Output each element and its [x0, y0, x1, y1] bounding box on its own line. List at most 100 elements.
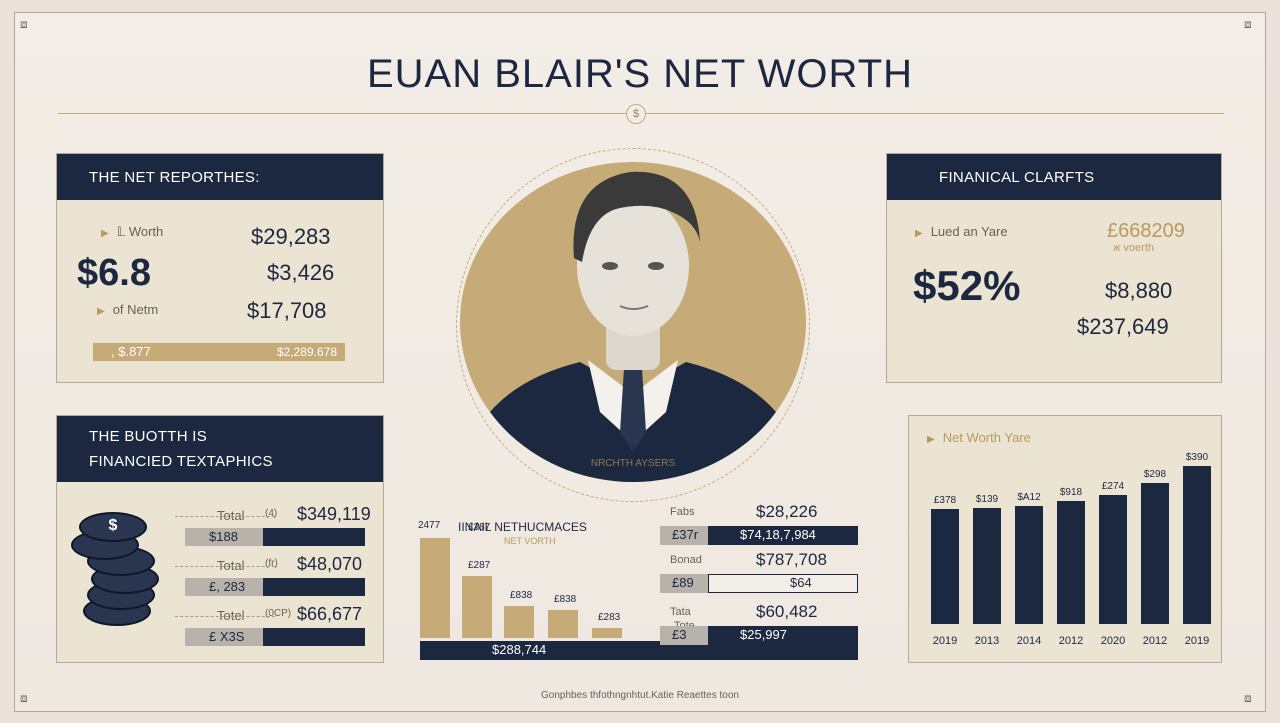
- row-value: $349,119: [297, 504, 371, 524]
- chart-value-label: $139: [976, 494, 999, 505]
- chart-category-label: 2020: [1101, 635, 1125, 647]
- panel-header: THE BUOTTH IS FINANCIED TEXTAPHICS: [57, 416, 383, 482]
- row-strip: $188: [185, 528, 365, 546]
- table-row-value: $28,226: [756, 502, 818, 521]
- bars-top-label: 2477: [418, 520, 441, 531]
- corner-ornament-icon: ⧈: [1244, 17, 1252, 31]
- footer-note: Gonphbes thfothngnhtut.Katie Reaettes to…: [541, 690, 739, 701]
- chart-value-label: $918: [1060, 487, 1083, 498]
- row-strip-dark: [263, 528, 365, 546]
- bars-subtitle: NET VORTH: [504, 536, 556, 546]
- triangle-bullet-icon: ▶: [97, 306, 105, 317]
- row-strip: £, 283: [185, 578, 365, 596]
- chart-bar: [1183, 466, 1211, 624]
- row-leader-line: [175, 516, 275, 517]
- row-strip: £ X3S: [185, 628, 365, 646]
- row-strip-light: [185, 628, 263, 646]
- net-worth-chart-panel: ▶ Net Worth Yare £378 2019 $139 2013 $A12 2014…: [908, 415, 1222, 663]
- corner-ornament-icon: ⧈: [1244, 691, 1252, 705]
- table-row-label: Fabs: [670, 506, 695, 518]
- stat-value: $3,426: [267, 260, 335, 285]
- chart-category-label: 2012: [1059, 635, 1083, 647]
- stat-value: £668209: [1107, 220, 1185, 242]
- row-strip-light: [185, 528, 263, 546]
- financial-charts-panel: FINANICAL CLARFTS ▶ Lued an Yare £668209 …: [886, 153, 1222, 383]
- caption-subtitle: NRCHTH AYSERS: [590, 458, 676, 469]
- panel-header: FINANICAL CLARFTS: [887, 154, 1221, 200]
- chart-value-label: $298: [1144, 469, 1167, 480]
- portrait-background: [460, 162, 806, 482]
- table-strip-dark: [708, 526, 858, 545]
- headline-value: $52%: [913, 262, 1021, 309]
- stat-value: $17,708: [247, 298, 327, 323]
- center-bar: [548, 610, 578, 638]
- net-worth-bar-chart: £378 2019 $139 2013 $A12 2014 $918 2012 £274 2020…: [931, 452, 1211, 647]
- chart-category-label: 2019: [933, 635, 957, 647]
- net-worth-bars: 2477 IINAIL NETHUCMACES NET VORTH £287 £…: [416, 512, 656, 660]
- chart-category-label: 2019: [1185, 635, 1209, 647]
- triangle-bullet-icon: ▶: [927, 434, 935, 445]
- chart-bar: [973, 508, 1001, 624]
- chart-bar: [1015, 506, 1043, 624]
- row-value: $48,070: [297, 554, 363, 574]
- chart-value-label: $A12: [1017, 492, 1041, 503]
- dollar-medal-icon: $: [626, 104, 646, 124]
- center-total-strip: $288,744: [420, 641, 858, 660]
- table-row-label: Bonad: [670, 554, 702, 566]
- row-strip-dark: [263, 628, 365, 646]
- stat-label: ▶ 𝕃 Worth: [101, 224, 164, 239]
- chart-value-label: £274: [1102, 481, 1125, 492]
- row-mark: (fr): [265, 558, 278, 569]
- center-bar-label: £287: [468, 560, 491, 571]
- table-strip-light: [660, 526, 708, 545]
- row-strip-dark: [263, 578, 365, 596]
- summary-strip: , $.877 $2,289.678: [93, 343, 345, 361]
- row-strip-light: [185, 578, 263, 596]
- dollar-coin-icon: $: [79, 512, 147, 542]
- center-bar-label: £838: [554, 594, 577, 605]
- chart-category-label: 2012: [1143, 635, 1167, 647]
- stat-sublabel: ж voerth: [1113, 242, 1154, 254]
- table-strip-dark: [708, 626, 858, 645]
- row-value: $66,677: [297, 604, 363, 624]
- bars-title: IINAIL NETHUCMACES: [458, 520, 587, 534]
- center-bar: [504, 606, 534, 638]
- table-row-value: $787,708: [756, 550, 827, 569]
- center-bar-label: £287: [468, 522, 491, 533]
- table-row-strip: £89 $64: [660, 574, 858, 593]
- chart-title: ▶ Net Worth Yare: [927, 430, 1031, 445]
- growth-panel: THE BUOTTH IS FINANCIED TEXTAPHICS $ Tot…: [56, 415, 384, 663]
- chart-bar: [931, 509, 959, 624]
- page-title: EUAN BLAIR'S NET WORTH: [366, 52, 914, 96]
- row-label: Total: [217, 558, 245, 573]
- row-leader-line: [175, 616, 275, 617]
- net-reports-panel: THE NET REPORTHES: ▶ 𝕃 Worth $29,283 $6.8…: [56, 153, 384, 383]
- stat-value: $237,649: [1077, 314, 1169, 339]
- table-strip-dark: [708, 574, 858, 593]
- table-row-label: Tata: [670, 606, 691, 618]
- triangle-bullet-icon: ▶: [101, 228, 109, 239]
- chart-category-label: 2014: [1017, 635, 1041, 647]
- chart-bar: [1099, 495, 1127, 624]
- row-leader-line: [175, 566, 275, 567]
- table-strip-light: [660, 626, 708, 645]
- chart-value-label: £378: [934, 495, 957, 506]
- center-bar-label: £838: [510, 590, 533, 601]
- center-bar-label: £283: [598, 612, 621, 623]
- row-mark: (0CP): [265, 608, 292, 619]
- table-row-value: $60,482: [756, 602, 818, 621]
- chart-bar: [1057, 501, 1085, 624]
- center-bar: [420, 538, 450, 638]
- stat-value: $8,880: [1105, 278, 1173, 303]
- table-row-strip: £3 $25,997: [660, 626, 858, 645]
- center-bar: [462, 576, 492, 638]
- caption-title: EUA BLAIR DAIEH NINANCKS: [543, 442, 723, 456]
- stat-value: $29,283: [251, 224, 331, 249]
- corner-ornament-icon: ⧈: [20, 17, 28, 31]
- stat-label: ▶ Lued an Yare: [915, 224, 1008, 239]
- portrait-caption: EUA BLAIR DAIEH NINANCKS NRCHTH AYSERS: [508, 442, 758, 488]
- corner-ornament-icon: ⧈: [20, 691, 28, 705]
- headline-value: $6.8: [77, 252, 151, 294]
- row-mark: (4): [265, 508, 278, 519]
- table-row-strip: £37r $74,18,7,984: [660, 526, 858, 545]
